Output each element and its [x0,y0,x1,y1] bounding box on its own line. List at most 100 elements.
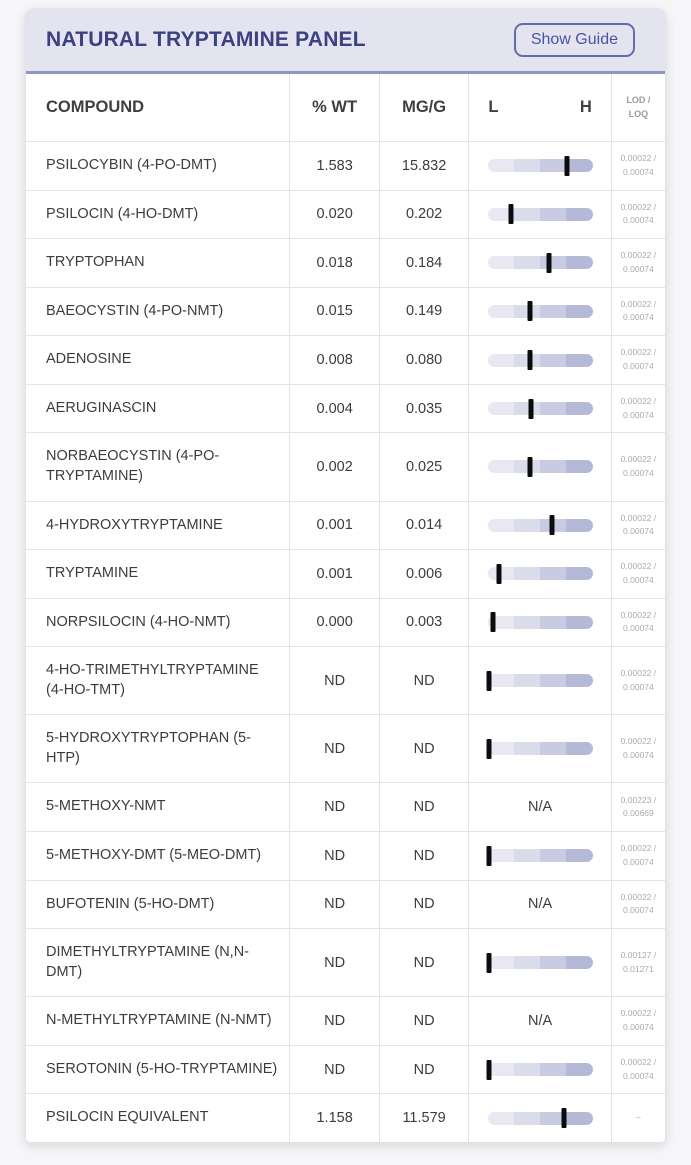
range-bar-track [487,402,593,416]
mg-g-value: ND [378,831,469,881]
compound-name: BUFOTENIN (5-HO-DMT) [46,895,215,912]
range-bar-segment [513,1063,541,1077]
compound-name: 5-METHOXY-NMT [46,798,166,815]
range-cell [468,141,612,191]
pct-wt-value: 1.158 [289,1093,380,1142]
range-bar-track [487,956,593,970]
compound-name: TRYPTOPHAN [46,254,145,271]
pct-wt-value: ND [289,996,380,1046]
mg-g-value: 0.006 [378,549,469,599]
range-marker [486,670,492,691]
range-marker [546,252,552,273]
pct-wt-value: ND [289,1045,380,1094]
range-bar-segment [513,567,541,581]
range-bar-segment [566,304,593,318]
table-row: BAEOCYSTIN (4-PO-NMT) 0.015 0.149 0.00022 /… [26,287,665,336]
lod-loq-value: 0.00022 / 0.00074 [610,501,665,550]
pct-wt-value: ND [289,928,380,997]
range-bar-segment [513,402,541,416]
table-row: 4-HYDROXYTRYPTAMINE 0.001 0.014 0.00022 / 0… [26,501,665,550]
range-bar-segment [540,742,567,756]
range-bar-segment [540,674,567,688]
table-row: NORBAEOCYSTIN (4-PO-TRYPTAMINE) 0.002 0.02… [26,432,665,501]
range-bar [487,456,593,477]
lod-loq-value: 0.00022 / 0.00074 [610,996,665,1046]
range-bar-segment [513,460,541,474]
show-guide-button[interactable]: Show Guide [513,23,635,57]
mg-g-value: 0.014 [378,501,469,550]
range-bar-track [487,849,593,863]
range-marker [527,350,533,371]
range-bar-segment [487,304,514,318]
range-bar [486,1059,593,1080]
range-bar-segment [566,956,593,970]
table-row: PSILOCIN EQUIVALENT 1.158 11.579 – [26,1093,665,1142]
range-bar-segment [566,518,593,532]
range-bar-segment [540,956,567,970]
mg-g-value: 0.025 [378,432,469,501]
range-bar-segment [487,1111,514,1125]
table-row: AERUGINASCIN 0.004 0.035 0.00022 / 0.00074 [26,384,665,433]
lod-loq-value: 0.00223 / 0.00669 [610,782,665,832]
range-cell: N/A [468,880,612,929]
table-row: 5-METHOXY-NMT ND ND N/A 0.00223 / 0.00669 [26,782,665,832]
range-marker [527,301,533,322]
lod-loq-value: – [610,1093,665,1142]
range-bar-track [487,353,593,367]
range-bar-segment [513,159,541,173]
range-bar-segment [513,207,541,221]
range-marker [528,398,534,419]
lod-loq-value: 0.00022 / 0.00074 [610,190,665,239]
mg-g-value: 15.832 [378,141,469,191]
range-not-applicable: N/A [527,799,553,816]
range-bar-segment [487,353,514,367]
lod-loq-value: 0.00022 / 0.00074 [610,598,665,647]
range-cell [468,831,612,881]
range-bar-segment [566,353,593,367]
pct-wt-value: 0.004 [289,384,380,433]
range-cell [468,714,612,783]
range-cell [468,646,612,715]
table-row: BUFOTENIN (5-HO-DMT) ND ND N/A 0.00022 / 0.0… [26,880,665,929]
range-bar-segment [513,615,541,629]
lod-loq-value: 0.00022 / 0.00074 [610,141,665,191]
pct-wt-value: ND [289,880,380,929]
compound-name: 5-HYDROXYTRYPTOPHAN (5-HTP) [46,730,251,766]
lod-loq-value: 0.00022 / 0.00074 [610,646,665,715]
table-row: ADENOSINE 0.008 0.080 0.00022 / 0.00074 [26,335,665,385]
pct-wt-value: 0.000 [289,598,380,647]
range-bar [486,670,593,691]
range-cell [468,501,612,550]
range-bar-segment [487,256,514,270]
mg-g-value: ND [378,928,469,997]
range-bar-segment [513,674,541,688]
pct-wt-value: ND [289,831,380,881]
range-bar-segment [566,742,593,756]
mg-g-value: 0.202 [378,190,469,239]
range-high-label: H [579,98,592,116]
range-cell [468,1045,612,1094]
range-bar-segment [513,1111,541,1125]
range-bar-track [487,1063,593,1077]
range-bar-segment [487,849,514,863]
range-marker [508,204,514,225]
range-cell: N/A [468,996,612,1046]
range-bar [487,204,593,225]
compound-name: AERUGINASCIN [46,399,157,416]
range-bar-segment [513,304,541,318]
range-bar-segment [540,207,567,221]
range-bar-segment [566,615,593,629]
range-bar-segment [513,353,541,367]
results-table: COMPOUND % WT MG/G L H LOD / LOQ PSILOCY… [26,74,665,1142]
range-bar-segment [540,353,567,367]
range-bar-track [487,304,593,318]
page-title: NATURAL TRYPTAMINE PANEL [46,28,366,51]
mg-g-value: ND [378,1045,469,1094]
pct-wt-value: 0.015 [289,287,380,336]
table-row: N-METHYLTRYPTAMINE (N-NMT) ND ND N/A 0.00022… [26,996,665,1046]
range-marker [486,845,492,866]
mg-g-value: ND [378,714,469,783]
range-bar-segment [566,1111,593,1125]
pct-wt-value: ND [289,782,380,832]
compound-name: 5-METHOXY-DMT (5-MEO-DMT) [46,847,262,863]
